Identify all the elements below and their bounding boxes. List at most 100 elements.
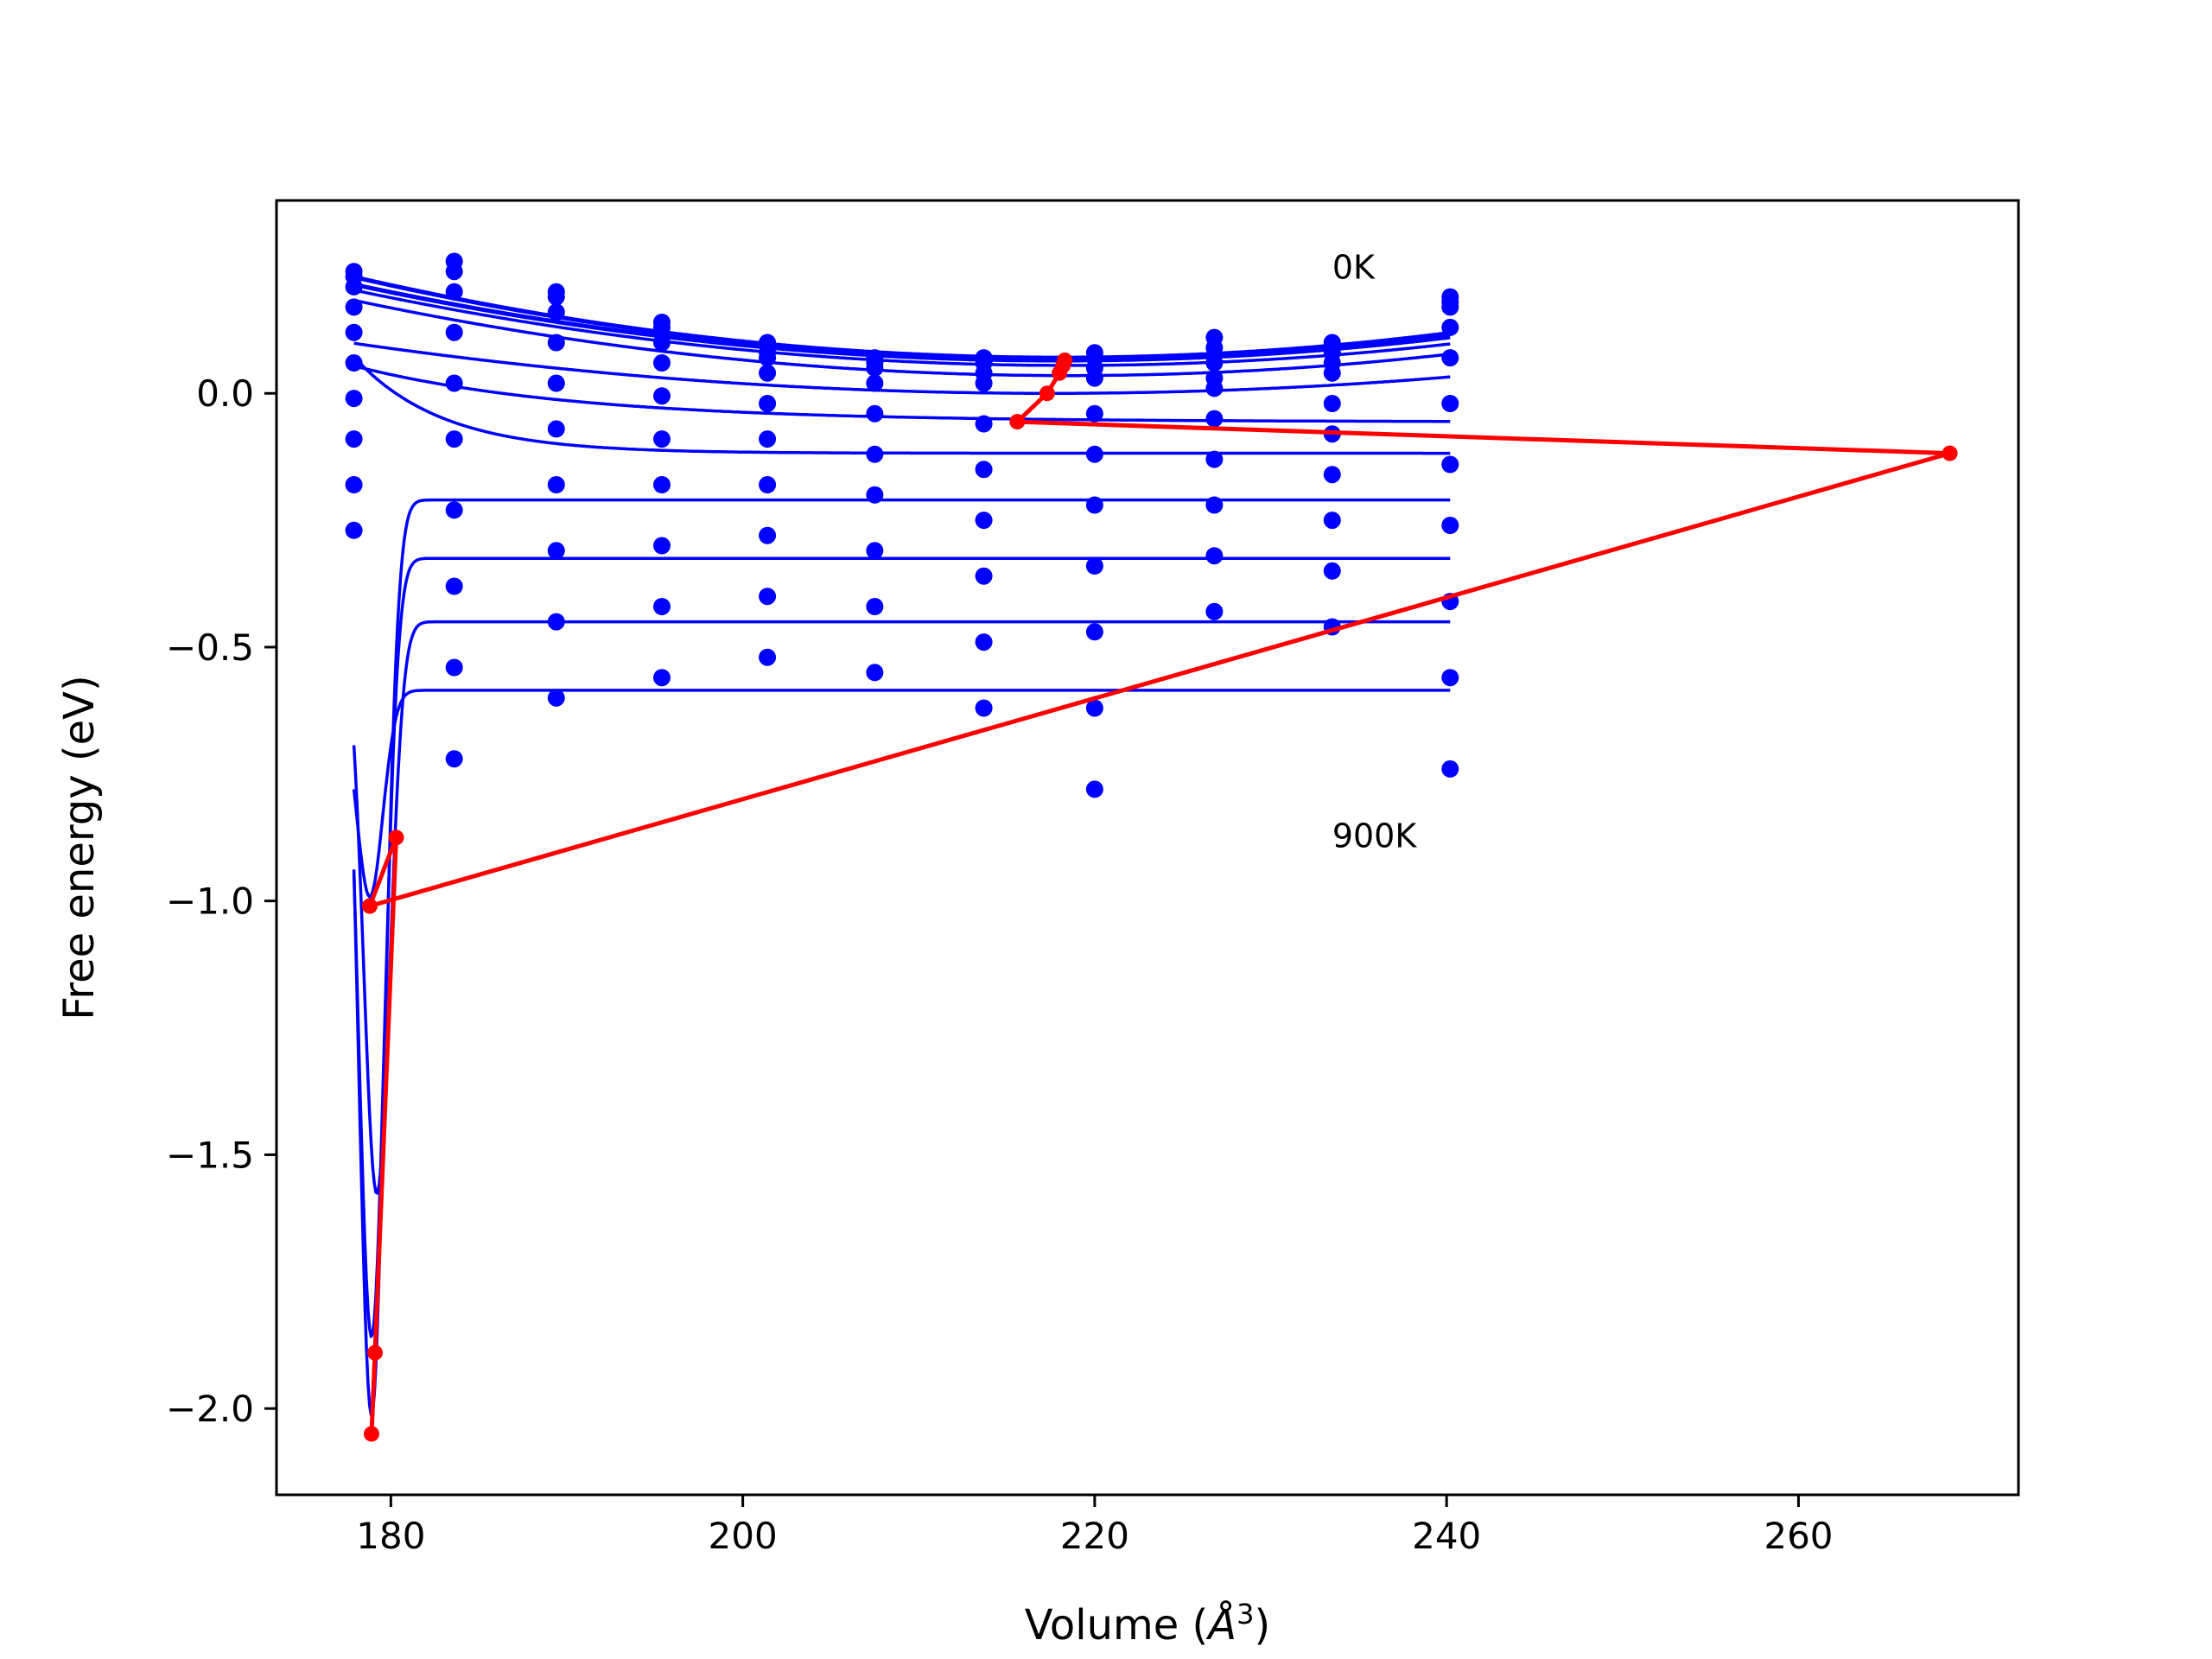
data-point-5-5 [866, 445, 884, 463]
minimum-path-point-2 [1052, 365, 1068, 381]
data-point-6-6 [975, 512, 993, 530]
data-point-6-8 [975, 633, 993, 652]
data-point-5-7 [866, 542, 884, 560]
data-point-5-6 [866, 486, 884, 504]
data-point-0-7 [345, 430, 363, 448]
data-point-7-6 [1085, 496, 1103, 514]
fit-curve-2 [353, 289, 1451, 367]
data-point-4-2 [759, 349, 777, 367]
data-point-2-8 [547, 613, 565, 631]
y-axis-ticks: 0.0 −0.5 −1.0 −1.5 −2.0 [166, 372, 276, 1430]
data-point-6-7 [975, 567, 993, 585]
data-point-8-9 [1205, 602, 1224, 620]
data-point-5-3 [866, 374, 884, 392]
data-point-6-9 [975, 699, 993, 717]
x-axis-label-suffix: ) [1254, 1601, 1270, 1649]
minimum-path-point-7 [388, 830, 404, 846]
data-point-10-6 [1441, 455, 1459, 474]
x-axis-label-exponent: 3 [1236, 1598, 1254, 1630]
data-point-10-5 [1441, 395, 1459, 412]
data-point-3-3 [653, 354, 671, 372]
fit-curve-8 [352, 556, 1451, 1338]
data-point-3-4 [653, 387, 671, 405]
data-point-2-6 [547, 476, 565, 493]
data-point-10-3 [1441, 318, 1459, 336]
data-point-1-4 [445, 374, 463, 392]
data-point-7-10 [1085, 780, 1103, 798]
x-tick-label-3: 240 [1412, 1515, 1481, 1557]
data-point-4-3 [759, 364, 777, 382]
y-tick-label-1: −0.5 [166, 626, 254, 669]
data-point-7-4 [1085, 404, 1103, 423]
data-point-0-6 [345, 390, 363, 408]
data-point-7-3 [1085, 369, 1103, 387]
y-tick-label-3: −1.5 [166, 1134, 254, 1176]
data-point-0-4 [345, 323, 363, 341]
y-tick-label-2: −1.0 [166, 880, 254, 923]
data-point-8-2 [1205, 354, 1224, 372]
axes-frame [275, 199, 2020, 1497]
fit-curve-1 [353, 282, 1451, 363]
data-point-8-4 [1205, 379, 1224, 397]
data-point-8-1 [1205, 339, 1224, 357]
fit-curve-10 [352, 689, 1451, 899]
data-point-7-9 [1085, 699, 1103, 717]
data-point-8-7 [1205, 496, 1224, 514]
data-point-3-6 [653, 476, 671, 493]
data-point-3-1 [653, 318, 671, 336]
data-point-5-8 [866, 598, 884, 615]
data-point-3-5 [653, 430, 671, 448]
y-tick-label-4: −2.0 [166, 1388, 254, 1430]
data-point-4-5 [759, 430, 777, 448]
data-point-9-7 [1323, 512, 1341, 530]
x-axis-label: Volume (Å3) [1025, 1598, 1270, 1649]
x-tick-label-4: 260 [1764, 1515, 1833, 1557]
data-point-3-2 [653, 334, 671, 352]
data-point-2-9 [547, 689, 565, 707]
data-point-1-9 [445, 750, 463, 768]
x-axis-label-symbol: Å [1205, 1600, 1236, 1649]
data-point-8-6 [1205, 450, 1224, 468]
data-point-1-2 [445, 283, 463, 301]
data-point-1-7 [445, 577, 463, 595]
minimum-path-point-4 [1009, 414, 1026, 430]
data-point-1-8 [445, 658, 463, 677]
data-point-10-10 [1441, 760, 1459, 778]
y-axis-label: Free energy (eV) [55, 675, 104, 1020]
data-point-2-4 [547, 374, 565, 392]
data-point-10-7 [1441, 517, 1459, 534]
data-point-7-5 [1085, 445, 1103, 463]
fit-curve-9 [352, 620, 1451, 1195]
data-point-1-3 [445, 323, 463, 341]
fit-curve-4 [353, 341, 1451, 395]
data-point-0-2 [345, 277, 363, 296]
data-point-9-6 [1323, 466, 1341, 484]
data-point-9-4 [1323, 395, 1341, 412]
data-point-4-4 [759, 395, 777, 412]
data-point-0-8 [345, 476, 363, 493]
data-point-4-7 [759, 526, 777, 544]
data-point-2-3 [547, 334, 565, 352]
data-point-10-4 [1441, 349, 1459, 367]
minimum-path-point-8 [367, 1344, 383, 1361]
data-point-1-1 [445, 263, 463, 281]
data-point-3-7 [653, 537, 671, 555]
data-point-1-5 [445, 430, 463, 448]
annotations: 0K 900K [1332, 248, 1418, 855]
minimum-path [361, 353, 1958, 1442]
data-point-8-5 [1205, 410, 1224, 428]
minimum-path-point-3 [1039, 385, 1055, 402]
data-point-6-4 [975, 415, 993, 433]
annotation-1: 900K [1332, 817, 1418, 855]
minimum-path-point-5 [1942, 445, 1958, 461]
fit-curve-7 [352, 498, 1451, 1417]
data-point-10-9 [1441, 669, 1459, 687]
data-point-3-9 [653, 669, 671, 687]
data-point-4-8 [759, 588, 777, 606]
x-axis-ticks: 180 200 220 240 260 [356, 1495, 1834, 1557]
data-point-5-9 [866, 664, 884, 682]
fit-curve-3 [353, 298, 1451, 378]
data-point-0-5 [345, 354, 363, 372]
data-point-7-7 [1085, 557, 1103, 575]
data-points [345, 252, 1459, 798]
